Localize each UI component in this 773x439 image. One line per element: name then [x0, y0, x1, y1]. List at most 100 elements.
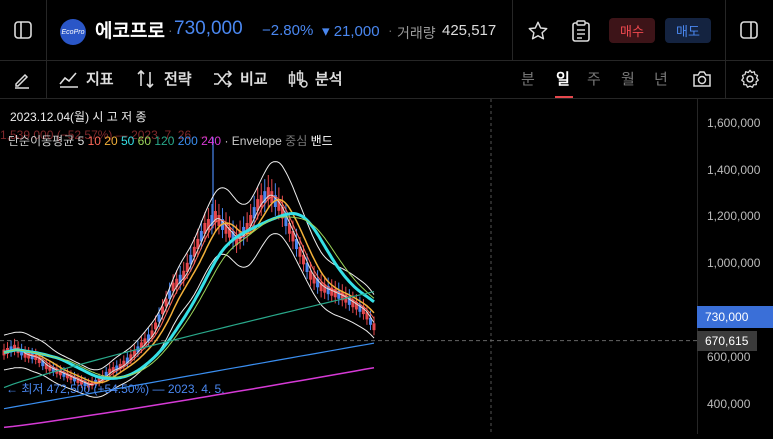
low-price-note: ← 최저 472,500 (+54.50%) — 2023. 4. 5. — [6, 382, 225, 396]
ma-20-line — [3, 198, 375, 384]
logo-text: EcoPro — [61, 28, 85, 36]
candle-body — [65, 373, 69, 379]
candle-body — [62, 371, 66, 377]
period-year[interactable]: 년 — [654, 71, 668, 88]
ma-200-line — [3, 342, 375, 410]
candle-body — [41, 360, 45, 367]
candle-body — [372, 323, 376, 331]
ma-period-200[interactable]: 200 — [174, 134, 198, 148]
candle-body — [13, 344, 17, 351]
candle-body — [259, 195, 263, 207]
settings-gear-icon[interactable] — [738, 67, 762, 91]
envelope-band: 밴드 — [310, 134, 333, 148]
ma-120-line — [3, 291, 375, 389]
candle-body — [146, 334, 150, 341]
chart-canvas[interactable] — [0, 99, 697, 434]
period-month[interactable]: 월 — [621, 71, 635, 88]
dot-separator: · — [388, 22, 393, 38]
candle-body — [34, 354, 38, 360]
candle-body — [150, 330, 154, 338]
candle-body — [263, 191, 267, 204]
change-percent: −2.80% — [262, 22, 314, 39]
period-minute[interactable]: 분 — [521, 71, 535, 88]
candle-body — [228, 226, 232, 238]
divider — [725, 60, 726, 98]
compare-shuffle-icon — [214, 69, 233, 88]
period-day[interactable]: 일 — [556, 71, 570, 88]
candle-body — [277, 199, 281, 211]
candle-body — [129, 354, 133, 360]
top-bar: EcoPro 에코프로 · 730,000 −2.80% ▾ 21,000 · … — [0, 0, 773, 61]
candle-body — [125, 357, 129, 364]
volume-value: 425,517 — [442, 22, 497, 39]
dot-separator: · — [168, 22, 173, 38]
candle-body — [108, 368, 112, 374]
ma-prefix: 단순이동평균 — [8, 134, 75, 148]
sell-button[interactable]: 매도 — [665, 18, 711, 43]
panel-toggle-icon[interactable] — [738, 19, 760, 41]
candle-body — [252, 207, 256, 219]
axis-tick: 1,400,000 — [707, 163, 761, 177]
candle-body — [185, 262, 189, 273]
candle-body — [118, 363, 122, 370]
divider — [46, 0, 47, 60]
buy-button[interactable]: 매수 — [609, 18, 655, 43]
camera-icon[interactable] — [690, 67, 714, 91]
strategy-arrows-icon — [137, 69, 154, 88]
ma-period-120[interactable]: 120 — [151, 134, 175, 148]
candle-body — [83, 381, 87, 386]
candle-body — [164, 298, 168, 307]
stock-name[interactable]: 에코프로 — [95, 21, 165, 42]
draw-pencil-icon[interactable] — [10, 67, 34, 91]
candle-body — [157, 314, 161, 322]
axis-tick: 1,600,000 — [707, 116, 761, 130]
ma-period-5[interactable]: 5 — [77, 134, 85, 148]
candle-body — [23, 351, 27, 358]
candle-body — [37, 357, 41, 364]
candle-body — [330, 287, 334, 296]
candle-body — [69, 375, 73, 380]
price-axis[interactable] — [697, 99, 773, 434]
candle-body — [249, 215, 253, 227]
ma-240-line — [3, 366, 375, 429]
favorite-star-icon[interactable] — [526, 19, 550, 43]
order-clipboard-icon[interactable] — [569, 18, 593, 44]
price-diff: ▾ 21,000 — [322, 23, 380, 40]
candle-body — [316, 278, 320, 288]
candle-body — [256, 199, 260, 211]
axis-tick: 1,200,000 — [707, 209, 761, 223]
candle-body — [182, 270, 186, 280]
strategy-tool[interactable]: 전략 — [136, 68, 192, 89]
candle-body — [111, 367, 115, 373]
price-chart[interactable] — [0, 99, 700, 434]
candle-body — [76, 378, 80, 383]
sidebar-toggle-icon[interactable] — [12, 19, 34, 41]
candle-body — [97, 378, 101, 383]
ma-period-240[interactable]: 240 — [197, 134, 222, 148]
candle-body — [87, 383, 91, 388]
ma-50-line — [3, 211, 375, 381]
indicator-chart-icon — [59, 71, 78, 88]
candle-body — [309, 270, 313, 280]
period-week[interactable]: 주 — [587, 71, 601, 88]
candle-body — [245, 222, 249, 234]
ma-period-20[interactable]: 20 — [100, 134, 118, 148]
candle-body — [361, 306, 365, 315]
current-price: 730,000 — [174, 18, 243, 39]
ma-period-10[interactable]: 10 — [84, 134, 101, 148]
compare-tool[interactable]: 비교 — [212, 68, 268, 89]
analysis-tool[interactable]: 분석 — [287, 68, 343, 89]
ma-period-list: 5 10 20 50 60 120 200 240 — [78, 134, 222, 148]
indicator-tool[interactable]: 지표 — [58, 68, 114, 89]
candle-body — [20, 349, 24, 356]
candle-body — [206, 219, 210, 230]
candle-body — [312, 274, 316, 284]
candle-body — [30, 353, 34, 360]
ma-60-line — [3, 216, 375, 378]
ma-period-60[interactable]: 60 — [134, 134, 152, 148]
candle-body — [213, 211, 217, 223]
axis-tick: 400,000 — [707, 397, 751, 411]
ma-period-50[interactable]: 50 — [117, 134, 135, 148]
ma-5-line — [3, 194, 375, 385]
analysis-candles-icon — [288, 69, 308, 88]
